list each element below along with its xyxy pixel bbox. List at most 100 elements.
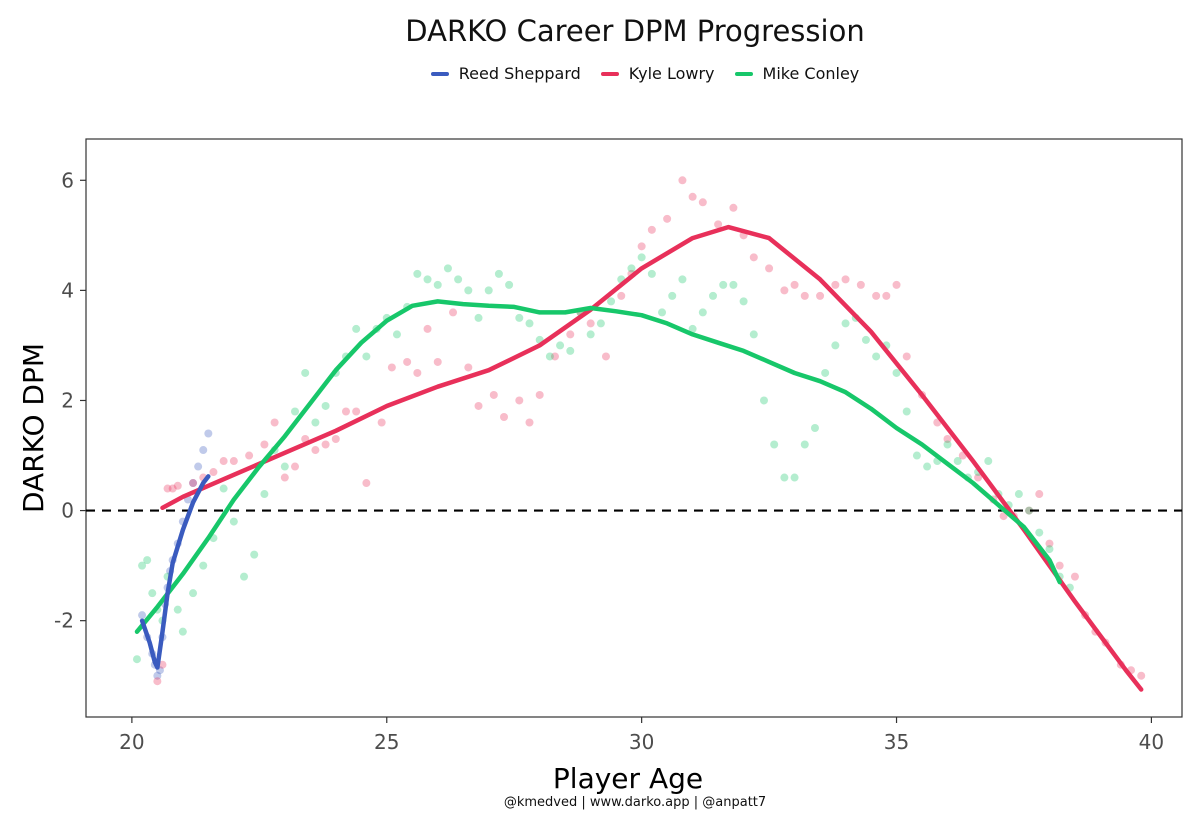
kyle-lowry-point [841, 275, 850, 284]
kyle-lowry-point [352, 407, 361, 416]
reed-sheppard-point [138, 611, 147, 620]
mike-conley-point [770, 440, 779, 449]
plot-panel-border [85, 138, 1183, 718]
kyle-lowry-point [1035, 490, 1044, 499]
kyle-lowry-point [362, 479, 371, 488]
mike-conley-point [872, 352, 881, 361]
kyle-lowry-point [270, 418, 279, 427]
kyle-lowry-point [433, 357, 442, 366]
mike-conley-point [505, 280, 514, 289]
y-tick-label: 6 [61, 168, 74, 192]
kyle-lowry-point [1070, 572, 1079, 581]
scatter-points [132, 176, 1146, 686]
kyle-lowry-point [698, 198, 707, 207]
mike-conley-point [821, 368, 830, 377]
mike-conley-point [749, 330, 758, 339]
mike-conley-point [800, 440, 809, 449]
kyle-lowry-point [515, 396, 524, 405]
mike-conley-point [556, 341, 565, 350]
reed-sheppard-point [199, 446, 208, 455]
y-tick-label: 2 [61, 388, 74, 412]
kyle-lowry-point [943, 435, 952, 444]
kyle-lowry-point [413, 368, 422, 377]
mike-conley-point [352, 324, 361, 333]
kyle-lowry-point [423, 324, 432, 333]
kyle-lowry-point [153, 677, 162, 686]
mike-conley-point [321, 401, 330, 410]
kyle-lowry-point [189, 479, 198, 488]
reed-sheppard-point [189, 479, 198, 488]
kyle-lowry-point [1045, 539, 1054, 548]
kyle-lowry-point [872, 291, 881, 300]
mike-conley-point [943, 440, 952, 449]
kyle-lowry-point [321, 440, 330, 449]
x-tick-label: 20 [119, 730, 144, 754]
kyle-lowry-point [1025, 506, 1034, 515]
kyle-lowry-point [341, 407, 350, 416]
legend-key-mike-conley [734, 71, 753, 76]
mike-conley-point [566, 346, 575, 355]
kyle-lowry-point [377, 418, 386, 427]
mike-conley-point [392, 330, 401, 339]
mike-conley-point [729, 280, 738, 289]
legend-key-kyle-lowry [600, 71, 619, 76]
mike-conley-point [719, 280, 728, 289]
x-tick-label: 30 [629, 730, 654, 754]
mike-conley-point [984, 457, 993, 466]
mike-conley-point [607, 297, 616, 306]
kyle-lowry-point [663, 214, 672, 223]
mike-conley-point [1045, 545, 1054, 554]
mike-conley-point [229, 517, 238, 526]
mike-conley-point [143, 556, 152, 565]
mike-conley-point [291, 407, 300, 416]
reed-sheppard-point [194, 462, 203, 471]
legend-label-kyle-lowry: Kyle Lowry [628, 64, 715, 83]
mike-conley-point [362, 352, 371, 361]
mike-conley-point [810, 424, 819, 432]
kyle-lowry-point [311, 446, 320, 455]
reed-sheppard-point [153, 671, 162, 680]
kyle-lowry-point [566, 330, 575, 339]
mike-conley-point [658, 308, 667, 317]
kyle-lowry-point [158, 660, 167, 669]
kyle-lowry-point [209, 468, 218, 477]
kyle-lowry-point [403, 357, 412, 366]
mike-conley-point [132, 655, 141, 664]
mike-conley-point [138, 561, 147, 570]
mike-conley-point [596, 319, 605, 328]
mike-conley-point [240, 572, 249, 581]
mike-conley-point [780, 473, 789, 482]
kyle-lowry-point [882, 291, 891, 300]
kyle-lowry-point [291, 462, 300, 471]
legend-label-mike-conley: Mike Conley [762, 64, 860, 83]
kyle-lowry-point [892, 280, 901, 289]
kyle-lowry-point [647, 225, 656, 234]
y-axis: -2 0 2 4 6 [54, 168, 86, 633]
kyle-lowry-point [856, 280, 865, 289]
mike-conley-point [545, 352, 554, 361]
mike-conley-point [219, 484, 228, 493]
kyle-lowry-point [387, 363, 396, 372]
kyle-lowry-point [173, 481, 182, 490]
mike-conley-point [1025, 506, 1034, 515]
kyle-lowry-point [168, 484, 177, 493]
kyle-lowry-point [489, 390, 498, 399]
kyle-lowry-point [816, 291, 825, 300]
x-tick-label: 35 [884, 730, 909, 754]
kyle-lowry-point [219, 457, 228, 466]
mike-conley-point [790, 473, 799, 482]
y-tick-label: 0 [61, 499, 74, 523]
kyle-lowry-point [714, 220, 723, 229]
mike-conley-point [484, 286, 493, 295]
mike-conley-point [739, 297, 748, 306]
legend-item-reed-sheppard: Reed Sheppard [430, 64, 581, 83]
kyle-lowry-point [474, 401, 483, 410]
kyle-lowry-point [500, 412, 509, 421]
kyle-lowry-point [525, 418, 534, 427]
mike-conley-point [148, 589, 157, 598]
mike-conley-point [494, 269, 503, 278]
mike-conley-point [311, 418, 320, 427]
mike-conley-point [668, 291, 677, 300]
kyle-lowry-point [601, 352, 610, 361]
